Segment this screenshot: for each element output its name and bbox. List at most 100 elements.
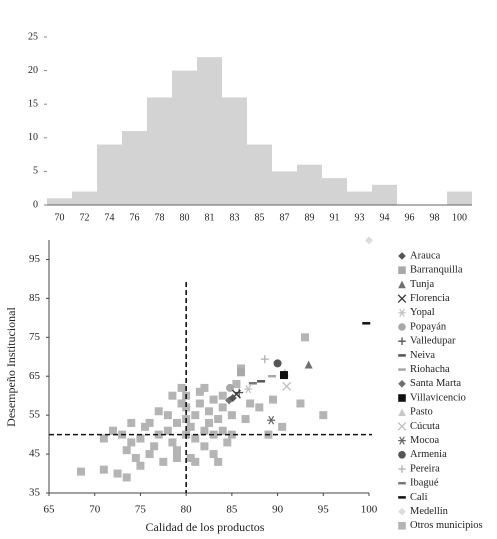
scatter-point bbox=[145, 450, 154, 459]
x-tick-label: 98 bbox=[430, 212, 440, 223]
scatter-point bbox=[191, 411, 200, 420]
scatter-point bbox=[136, 434, 145, 443]
scatter-point bbox=[113, 469, 122, 478]
scatter-point bbox=[269, 395, 277, 404]
scatter-point bbox=[296, 399, 305, 408]
scatter-point bbox=[241, 415, 250, 424]
legend-label: Otros municipios bbox=[410, 520, 483, 531]
scatter-point bbox=[227, 430, 236, 439]
scatter-point bbox=[200, 442, 209, 451]
scatter-point bbox=[163, 426, 172, 435]
scatter-point bbox=[227, 411, 236, 420]
legend-label: Neiva bbox=[410, 350, 435, 361]
legend-marker bbox=[398, 323, 406, 331]
histogram-bar bbox=[47, 198, 72, 205]
histogram-bar bbox=[297, 164, 322, 205]
x-tick-label: 94 bbox=[380, 212, 390, 223]
legend-marker bbox=[398, 380, 406, 388]
x-tick-label: 83 bbox=[230, 212, 240, 223]
legend-marker bbox=[397, 294, 407, 303]
legend-label: Tunja bbox=[410, 279, 434, 290]
scatter-point bbox=[154, 430, 163, 439]
scatter-point bbox=[109, 426, 117, 435]
scatter-point bbox=[279, 371, 288, 380]
scatter-point bbox=[186, 453, 195, 462]
scatter-point bbox=[255, 403, 264, 412]
legend-marker bbox=[398, 266, 406, 274]
x-tick-label: 96 bbox=[405, 212, 415, 223]
scatter-point bbox=[218, 403, 227, 412]
scatter-point bbox=[214, 457, 223, 466]
scatter-point bbox=[77, 467, 85, 476]
scatter-point bbox=[191, 434, 200, 443]
y-tick-label: 10 bbox=[28, 132, 38, 143]
scatter-point bbox=[200, 383, 209, 392]
x-tick-label: 89 bbox=[305, 212, 315, 223]
y-tick-label: 35 bbox=[29, 487, 41, 499]
scatter-point bbox=[244, 384, 253, 394]
y-tick-label: 95 bbox=[29, 253, 41, 265]
scatter-point bbox=[99, 434, 108, 443]
legend-marker bbox=[398, 308, 406, 317]
histogram-bar bbox=[372, 184, 397, 205]
y-tick-label: 75 bbox=[29, 331, 41, 343]
x-tick-label: 100 bbox=[361, 504, 378, 516]
y-tick-label: 65 bbox=[29, 370, 41, 382]
legend-label: Florencia bbox=[410, 293, 450, 304]
scatter-point bbox=[150, 442, 159, 451]
scatter-point bbox=[159, 457, 168, 466]
x-tick-label: 70 bbox=[55, 212, 65, 223]
histogram-bar bbox=[172, 70, 197, 205]
scatter-point bbox=[177, 399, 186, 408]
x-tick-label: 80 bbox=[181, 504, 193, 516]
legend-marker bbox=[398, 451, 406, 459]
scatter-point bbox=[319, 411, 328, 420]
legend-label: Cúcuta bbox=[410, 421, 440, 432]
legend-label: Riohacha bbox=[410, 364, 450, 375]
x-tick-label: 90 bbox=[272, 504, 284, 516]
scatter-point bbox=[173, 418, 181, 427]
x-tick-label: 80 bbox=[180, 212, 190, 223]
legend-marker bbox=[398, 522, 406, 530]
scatter-point bbox=[173, 446, 181, 455]
legend-marker bbox=[398, 394, 406, 402]
legend-marker bbox=[398, 507, 406, 516]
legend-marker bbox=[398, 337, 406, 345]
scatter-point bbox=[282, 381, 292, 391]
y-tick-label: 5 bbox=[33, 166, 38, 177]
scatter-point bbox=[209, 450, 218, 459]
scatter-point bbox=[200, 426, 209, 435]
histogram-bar bbox=[197, 57, 222, 205]
y-tick-label: 20 bbox=[28, 65, 38, 76]
legend-label: Arauca bbox=[410, 250, 441, 261]
scatter-point bbox=[218, 426, 227, 435]
legend-marker bbox=[398, 280, 406, 289]
scatter-point bbox=[228, 394, 237, 403]
x-tick-label: 76 bbox=[130, 212, 140, 223]
histogram-bar bbox=[97, 144, 122, 205]
scatter-point bbox=[168, 438, 177, 447]
legend-label: Yopal bbox=[410, 307, 435, 318]
scatter-point bbox=[304, 360, 313, 369]
y-axis-label: Desempeño Institucional bbox=[4, 307, 18, 427]
scatter-point bbox=[235, 388, 244, 397]
x-tick-label: 65 bbox=[44, 504, 56, 516]
scatter-point bbox=[191, 457, 200, 466]
scatter-point bbox=[209, 395, 218, 404]
legend-label: Ibagué bbox=[410, 478, 439, 489]
legend-label: Cali bbox=[410, 492, 428, 503]
y-tick-label: 15 bbox=[28, 98, 38, 109]
histogram-bar bbox=[247, 144, 272, 205]
scatter-point bbox=[186, 422, 195, 431]
histogram-bar bbox=[272, 171, 297, 205]
scatter-point bbox=[127, 438, 136, 447]
scatter-point bbox=[122, 446, 131, 455]
legend-label: Mocoa bbox=[410, 435, 439, 446]
scatter-point bbox=[136, 461, 145, 470]
scatter-point bbox=[260, 355, 269, 364]
scatter-point bbox=[141, 422, 149, 431]
x-tick-label: 85 bbox=[226, 504, 238, 516]
legend-marker bbox=[398, 252, 406, 260]
x-tick-label: 74 bbox=[105, 212, 115, 223]
